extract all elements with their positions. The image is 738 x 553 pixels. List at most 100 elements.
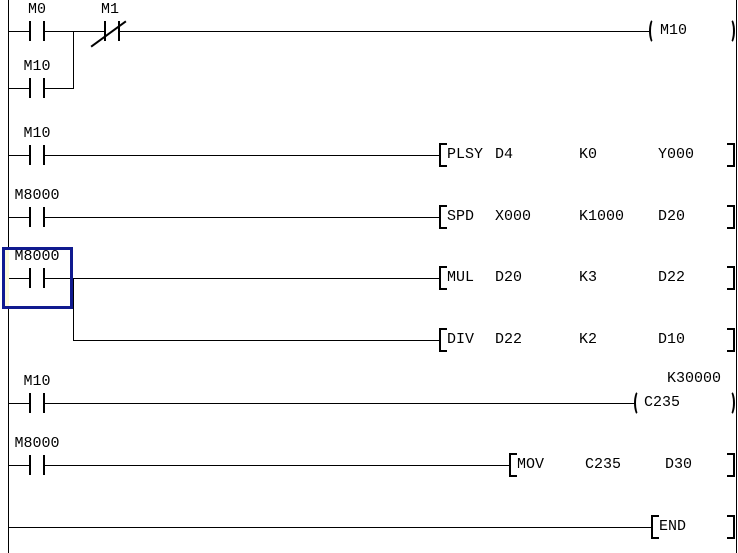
instruction-block[interactable]: MUL D20 K3 D22 xyxy=(439,264,738,292)
device-label: M8000 xyxy=(14,248,60,265)
output-coil[interactable]: C235 xyxy=(634,389,724,417)
instruction-close-bracket xyxy=(727,205,735,229)
wire xyxy=(120,31,651,32)
no-contact[interactable]: M10 xyxy=(3,58,71,102)
wire xyxy=(44,465,510,466)
wire xyxy=(8,465,30,466)
contact-bar xyxy=(118,21,120,41)
instruction-close-bracket xyxy=(727,328,735,352)
selection-fill-strip xyxy=(5,250,9,306)
device-label: M0 xyxy=(27,1,46,18)
instruction-operand: C235 xyxy=(585,456,622,473)
device-label: M8000 xyxy=(14,435,60,452)
instruction-block[interactable]: PLSY D4 K0 Y000 xyxy=(439,141,738,169)
instruction-open-bracket xyxy=(439,205,447,229)
coil-open-paren xyxy=(649,18,659,44)
instruction-operand: K3 xyxy=(579,269,598,286)
coil-label: C235 xyxy=(644,394,681,411)
no-contact[interactable]: M8000 xyxy=(3,435,71,479)
no-contact[interactable]: M0 xyxy=(3,1,71,45)
branch-connector xyxy=(73,278,74,341)
instruction-operand: D30 xyxy=(665,456,693,473)
contact-bar xyxy=(29,455,31,475)
nc-slash xyxy=(90,20,127,48)
instruction-close-bracket xyxy=(727,266,735,290)
instruction-block[interactable]: DIV D22 K2 D10 xyxy=(439,326,738,354)
instruction-operand: K2 xyxy=(579,331,598,348)
device-label: M10 xyxy=(23,373,51,390)
contact-bar xyxy=(104,21,106,41)
contact-bar xyxy=(29,21,31,41)
right-power-rail xyxy=(736,0,737,553)
instruction-operand: X000 xyxy=(495,208,532,225)
branch-connector xyxy=(73,31,74,89)
wire xyxy=(8,278,30,279)
instruction-mnemonic: PLSY xyxy=(447,146,484,163)
no-contact[interactable]: M10 xyxy=(3,125,71,169)
contact-bar xyxy=(29,393,31,413)
wire xyxy=(44,155,440,156)
instruction-block[interactable]: END xyxy=(651,513,738,541)
wire xyxy=(8,88,30,89)
wire xyxy=(44,88,74,89)
no-contact[interactable]: M10 xyxy=(3,373,71,417)
instruction-close-bracket xyxy=(727,453,735,477)
instruction-operand: D10 xyxy=(658,331,686,348)
instruction-mnemonic: MUL xyxy=(447,269,475,286)
contact-bar xyxy=(29,78,31,98)
instruction-operand: D22 xyxy=(658,269,686,286)
coil-open-paren xyxy=(634,390,644,416)
contact-bar xyxy=(29,268,31,288)
contact-bar xyxy=(43,268,45,288)
instruction-close-bracket xyxy=(727,143,735,167)
instruction-operand: D22 xyxy=(495,331,523,348)
instruction-operand: K0 xyxy=(579,146,598,163)
device-label: M10 xyxy=(23,125,51,142)
contact-bar xyxy=(29,207,31,227)
nc-contact[interactable]: M1 xyxy=(86,1,134,48)
instruction-operand: D4 xyxy=(495,146,514,163)
instruction-operand: D20 xyxy=(495,269,523,286)
contact-bar xyxy=(43,78,45,98)
wire xyxy=(73,340,440,341)
contact-bar xyxy=(43,21,45,41)
coil-label: M10 xyxy=(660,22,688,39)
device-label: M10 xyxy=(23,58,51,75)
wire xyxy=(8,31,30,32)
no-contact[interactable]: M8000 xyxy=(3,188,71,231)
selection-cursor xyxy=(2,247,73,309)
instruction-mnemonic: DIV xyxy=(447,331,475,348)
no-contact[interactable]: M8000 xyxy=(3,248,71,292)
wire xyxy=(44,217,440,218)
wire xyxy=(8,217,30,218)
output-coil[interactable]: M10 xyxy=(649,17,729,45)
instruction-open-bracket xyxy=(439,266,447,290)
instruction-block[interactable]: SPD X000 K1000 D20 xyxy=(439,203,738,231)
wire xyxy=(8,527,652,528)
instruction-mnemonic: SPD xyxy=(447,208,475,225)
instruction-open-bracket xyxy=(439,328,447,352)
instruction-block[interactable]: MOV C235 D30 xyxy=(509,451,738,479)
instruction-close-bracket xyxy=(727,515,735,539)
instruction-operand: K1000 xyxy=(579,208,625,225)
instruction-mnemonic: END xyxy=(659,518,687,535)
contact-bar xyxy=(43,207,45,227)
counter-preset-label: K30000 xyxy=(667,370,722,387)
instruction-mnemonic: MOV xyxy=(517,456,545,473)
instruction-operand: Y000 xyxy=(658,146,695,163)
coil-close-paren xyxy=(725,390,735,416)
instruction-open-bracket xyxy=(509,453,517,477)
instruction-open-bracket xyxy=(439,143,447,167)
device-label: M1 xyxy=(100,1,119,18)
contact-bar xyxy=(43,393,45,413)
wire xyxy=(44,403,636,404)
instruction-open-bracket xyxy=(651,515,659,539)
instruction-operand: D20 xyxy=(658,208,686,225)
wire xyxy=(8,155,30,156)
contact-bar xyxy=(43,145,45,165)
coil-close-paren xyxy=(725,18,735,44)
contact-bar xyxy=(43,455,45,475)
contact-bar xyxy=(29,145,31,165)
wire xyxy=(8,403,30,404)
